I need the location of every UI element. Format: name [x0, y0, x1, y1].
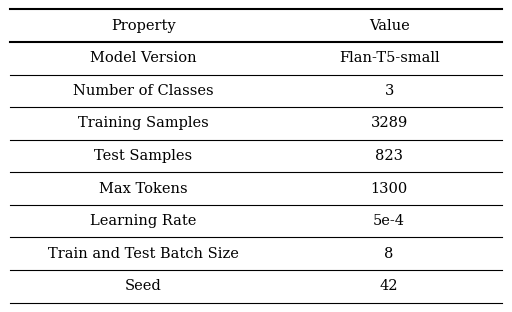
- Text: Number of Classes: Number of Classes: [73, 84, 214, 98]
- Text: 42: 42: [380, 279, 398, 293]
- Text: Property: Property: [111, 19, 176, 33]
- Text: 5e-4: 5e-4: [373, 214, 405, 228]
- Text: Seed: Seed: [125, 279, 162, 293]
- Text: 1300: 1300: [371, 182, 408, 196]
- Text: Training Samples: Training Samples: [78, 116, 209, 130]
- Text: Value: Value: [369, 19, 410, 33]
- Text: Test Samples: Test Samples: [94, 149, 193, 163]
- Text: 8: 8: [385, 247, 394, 261]
- Text: 3289: 3289: [371, 116, 408, 130]
- Text: Max Tokens: Max Tokens: [99, 182, 188, 196]
- Text: 3: 3: [385, 84, 394, 98]
- Text: Train and Test Batch Size: Train and Test Batch Size: [48, 247, 239, 261]
- Text: Flan-T5-small: Flan-T5-small: [339, 51, 439, 65]
- Text: 823: 823: [375, 149, 403, 163]
- Text: Learning Rate: Learning Rate: [90, 214, 197, 228]
- Text: Model Version: Model Version: [90, 51, 197, 65]
